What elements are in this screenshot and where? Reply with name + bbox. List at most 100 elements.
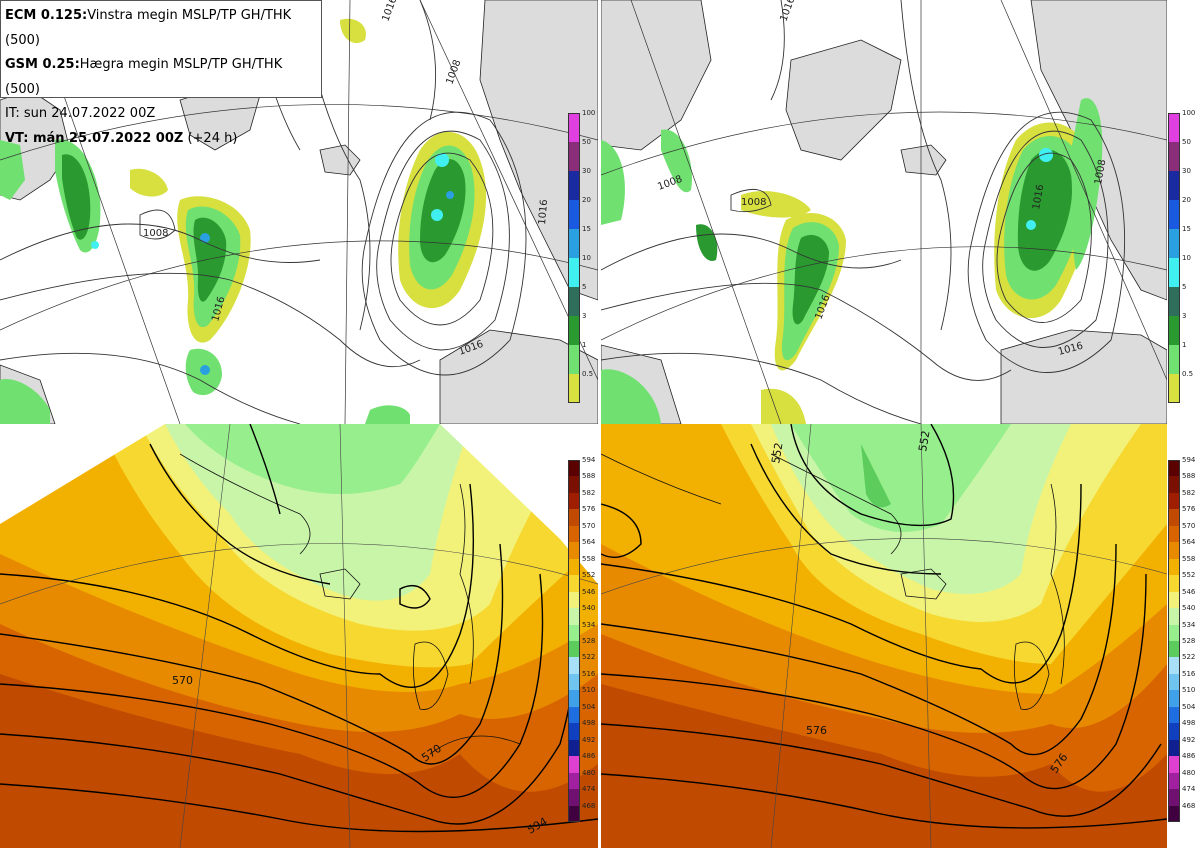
colorbar-tick-label: 492 [1182,735,1196,744]
colorbar-frame [568,460,580,822]
info-line-valid-time: VT: mán 25.07.2022 00Z (+24 h) [5,127,317,152]
colorbar-tick-label: 594 [1182,456,1196,464]
colorbar-tick-label: 468 [1182,801,1196,810]
colorbar-tick-label: 468 [582,801,596,810]
info-lead-time: (+24 h) [183,130,238,146]
colorbar-tick-label: 3 [1182,312,1187,320]
colorbar-tick-label: 504 [1182,702,1196,711]
gh-label: 576 [806,724,827,737]
colorbar-tick-label: 588 [1182,472,1196,481]
info-ecm-model: ECM 0.125: [5,8,88,23]
thickness-colorbar-left: 594 588 582 576 570 564 558 552 546 540 534 528 522 5… [568,456,600,822]
colorbar-tick-label: 5 [1182,283,1187,291]
colorbar-tick-label: 50 [582,138,591,146]
isobar-label: 1008 [1093,159,1108,186]
colorbar-tick-label: 3 [582,312,587,320]
colorbar-tick-label: 0.5 [582,370,594,378]
colorbar-tick-label: 510 [582,686,596,695]
colorbar-tick-label: 0.5 [1182,370,1194,378]
colorbar-tick-label: 10 [1182,254,1191,262]
colorbar-tick-label: 20 [1182,196,1191,204]
model-info-box: ECM 0.125:Vinstra megin MSLP/TP GH/THK (… [0,0,322,146]
colorbar-tick-label: 100 [582,109,596,117]
colorbar-tick-label: 474 [1182,785,1196,794]
colorbar-tick-label: 498 [1182,719,1196,728]
gh-label: 552 [769,442,785,465]
colorbar-tick-label: 516 [582,669,596,678]
ecm-thk-map: 570 570 594 [0,424,598,848]
colorbar-tick-label: 576 [582,505,596,514]
colorbar-tick-label: 516 [1182,669,1196,678]
gh-label: 570 [172,674,193,687]
colorbar-tick-label: 15 [1182,225,1191,233]
gh-contours [601,424,1167,829]
colorbar-tick-label: 100 [1182,109,1196,117]
colorbar-tick-label: 528 [582,637,596,645]
graticule [601,0,1167,424]
thk-band [861,444,891,508]
graticule [601,424,1167,848]
colorbar-tick-label: 510 [1182,686,1196,695]
colorbar-tick-label: 480 [582,768,596,777]
precip-colorbar-right: 100 50 30 20 15 10 5 3 1 0.5 [1168,109,1200,403]
colorbar-tick-label: 486 [1182,752,1196,761]
colorbar-tick-label: 20 [582,196,591,204]
colorbar-frame [568,113,580,403]
colorbar-tick-label: 594 [582,456,596,464]
colorbar-tick-label: 540 [1182,604,1196,613]
colorbar-tick-label: 552 [1182,571,1196,580]
colorbar-tick-label: 570 [582,521,596,530]
map-gsm-mslp-panel: 1016 1008 1008 1016 1016 1008 1016 [601,0,1167,424]
colorbar-tick-label: 480 [1182,768,1196,777]
isobars [0,0,527,424]
colorbar-tick-label: 504 [582,702,596,711]
colorbar-tick-label: 570 [1182,521,1196,530]
colorbar-tick-label: 50 [1182,138,1191,146]
coastlines [179,453,521,755]
panel-divider [598,0,601,848]
colorbar-tick-label: 1 [1182,341,1187,349]
colorbar-tick-label: 30 [582,167,591,175]
colorbar-tick-label: 30 [1182,167,1191,175]
map-ecm-thk-panel: 570 570 594 [0,424,598,848]
map-gsm-thk-panel: 552 552 576 576 [601,424,1167,848]
coastlines [601,453,1065,710]
info-init-time: IT: sun 24.07.2022 00Z [5,106,156,121]
colorbar-tick-label: 540 [582,604,596,613]
colorbar-tick-label: 576 [1182,505,1196,514]
isobar-label: 1016 [537,199,550,225]
precip-areas [601,98,1103,424]
info-line-ecm: ECM 0.125:Vinstra megin MSLP/TP GH/THK (… [5,4,317,53]
colorbar-tick-label: 474 [582,785,596,794]
colorbar-frame [1168,460,1180,822]
colorbar-tick-label: 558 [582,554,596,563]
colorbar-tick-label: 546 [1182,587,1196,596]
info-gsm-model: GSM 0.25: [5,57,80,72]
thickness-colorbar-right: 594 588 582 576 570 564 558 552 546 540 534 528 522 5… [1168,456,1200,822]
info-valid-time: VT: mán 25.07.2022 00Z [5,130,184,146]
colorbar-tick-label: 564 [582,538,596,547]
precip-areas [0,18,487,424]
colorbar-tick-label: 528 [1182,637,1196,645]
colorbar-tick-label: 588 [582,472,596,481]
colorbar-tick-label: 15 [582,225,591,233]
graticule [0,424,598,848]
colorbar-tick-label: 564 [1182,538,1196,547]
colorbar-tick-label: 522 [582,653,596,662]
colorbar-tick-label: 534 [1182,620,1196,629]
info-line-init-time: IT: sun 24.07.2022 00Z [5,102,317,127]
colorbar-tick-label: 498 [582,719,596,728]
colorbar-tick-label: 546 [582,587,596,596]
precip-colorbar-left: 100 50 30 20 15 10 5 3 1 0.5 [568,109,600,403]
colorbar-tick-label: 534 [582,620,596,629]
colorbar-tick-label: 486 [582,752,596,761]
isobar-label: 1008 [741,197,766,208]
colorbar-tick-label: 582 [1182,488,1196,497]
colorbar-tick-label: 10 [582,254,591,262]
colorbar-tick-label: 522 [1182,653,1196,662]
isobar-label: 1008 [143,228,168,239]
gsm-thk-map: 552 552 576 576 [601,424,1167,848]
colorbar-frame [1168,113,1180,403]
isobar-label: 1016 [1031,184,1046,211]
colorbar-tick-label: 492 [582,735,596,744]
